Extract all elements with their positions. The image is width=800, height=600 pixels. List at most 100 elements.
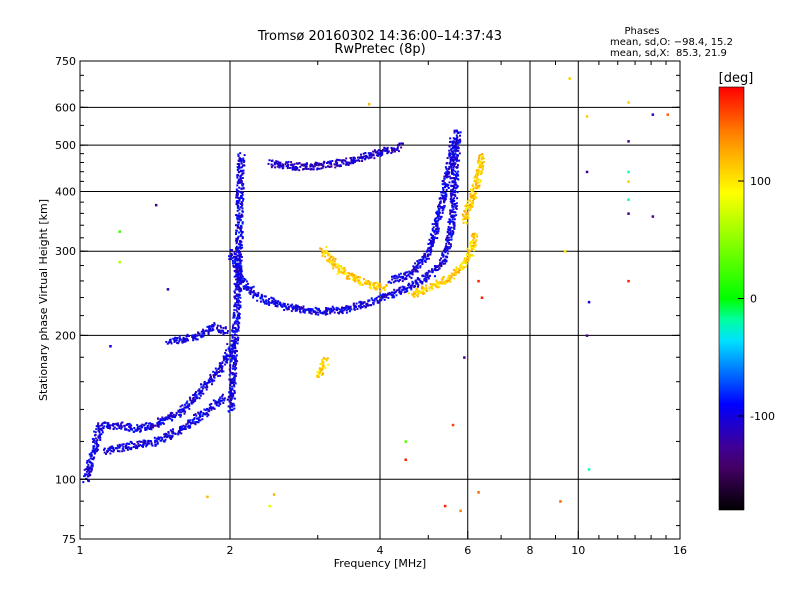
trace-point bbox=[456, 173, 459, 176]
trace-point bbox=[450, 193, 453, 196]
trace-point bbox=[235, 265, 238, 268]
trace-point bbox=[302, 163, 305, 166]
trace-point bbox=[420, 260, 423, 263]
trace-point bbox=[327, 160, 330, 163]
trace-point bbox=[344, 160, 347, 162]
trace-point bbox=[239, 268, 242, 271]
trace-point bbox=[464, 205, 467, 207]
trace-point bbox=[131, 428, 133, 431]
trace-point bbox=[197, 389, 200, 392]
trace-point bbox=[482, 166, 484, 169]
trace-point bbox=[337, 272, 340, 275]
trace-point bbox=[443, 196, 446, 199]
trace-point bbox=[455, 166, 458, 169]
trace-point bbox=[238, 262, 241, 265]
trace-point bbox=[454, 129, 457, 132]
trace-point bbox=[167, 414, 170, 417]
trace-point bbox=[329, 309, 332, 312]
trace-point bbox=[398, 142, 401, 145]
trace-point bbox=[315, 163, 318, 165]
trace-point bbox=[94, 451, 96, 454]
trace-point bbox=[387, 296, 390, 299]
trace-point bbox=[182, 340, 184, 343]
trace-point bbox=[376, 282, 379, 285]
trace-point bbox=[120, 426, 123, 428]
trace-point bbox=[92, 438, 95, 441]
trace-point bbox=[274, 299, 277, 302]
trace-point bbox=[475, 173, 478, 176]
trace-point bbox=[480, 158, 483, 161]
trace-point bbox=[138, 427, 141, 430]
trace-point bbox=[413, 295, 416, 298]
trace-point bbox=[364, 306, 367, 308]
trace-point bbox=[230, 339, 233, 342]
trace-point bbox=[254, 294, 257, 296]
grid bbox=[80, 61, 680, 539]
trace-point bbox=[470, 188, 473, 190]
trace-point bbox=[449, 212, 452, 215]
trace-point bbox=[313, 163, 316, 166]
trace-point bbox=[438, 259, 441, 262]
trace-point bbox=[122, 445, 125, 448]
trace-point bbox=[240, 197, 243, 199]
trace-point bbox=[239, 282, 242, 285]
trace-point bbox=[366, 304, 369, 307]
trace-point bbox=[237, 155, 240, 158]
trace-point bbox=[476, 235, 479, 238]
trace-point bbox=[241, 193, 244, 196]
trace-point bbox=[232, 361, 235, 364]
trace-point bbox=[322, 250, 325, 252]
trace-point bbox=[432, 240, 435, 243]
trace-point bbox=[482, 161, 485, 163]
trace-point bbox=[430, 240, 433, 243]
trace-point bbox=[150, 426, 153, 429]
trace-point bbox=[318, 310, 321, 313]
trace-point bbox=[457, 142, 460, 145]
trace-point bbox=[465, 265, 468, 268]
trace-point bbox=[213, 376, 216, 379]
trace-point bbox=[417, 285, 419, 288]
trace-point bbox=[336, 263, 339, 266]
trace-point bbox=[456, 185, 459, 188]
trace-point bbox=[443, 201, 446, 204]
trace-point bbox=[427, 243, 430, 245]
trace-point bbox=[449, 177, 452, 180]
trace-point bbox=[270, 160, 273, 162]
trace-point bbox=[237, 237, 239, 240]
trace-point bbox=[419, 266, 422, 269]
trace-point bbox=[133, 430, 136, 433]
trace-point bbox=[336, 158, 339, 161]
trace-point bbox=[321, 360, 324, 363]
trace-point bbox=[236, 169, 239, 171]
trace-point bbox=[281, 306, 284, 308]
y-tick-label: 200 bbox=[55, 329, 76, 342]
trace-point bbox=[442, 208, 445, 211]
trace-point bbox=[198, 332, 201, 335]
trace-point bbox=[278, 163, 281, 166]
trace-point bbox=[212, 374, 215, 377]
trace-point bbox=[457, 269, 460, 272]
trace-point bbox=[303, 308, 306, 311]
trace-point bbox=[239, 251, 242, 254]
trace-point bbox=[211, 324, 214, 327]
trace-point bbox=[418, 262, 420, 265]
trace-point bbox=[243, 159, 246, 162]
trace-point bbox=[452, 140, 455, 143]
trace-point bbox=[198, 397, 201, 400]
trace-point bbox=[431, 287, 434, 290]
trace-point bbox=[370, 156, 373, 159]
trace-point bbox=[232, 402, 235, 405]
trace-point bbox=[206, 325, 209, 328]
trace-point bbox=[431, 238, 434, 241]
trace-point bbox=[394, 280, 397, 282]
trace-point bbox=[310, 163, 312, 166]
trace-point bbox=[176, 341, 179, 344]
trace-point bbox=[322, 357, 325, 360]
trace-point bbox=[156, 423, 159, 426]
trace-point bbox=[148, 442, 150, 445]
trace-point bbox=[129, 426, 132, 429]
trace-point bbox=[198, 414, 201, 417]
trace-point bbox=[148, 427, 151, 430]
trace-point bbox=[451, 230, 454, 233]
trace-point bbox=[360, 301, 363, 304]
